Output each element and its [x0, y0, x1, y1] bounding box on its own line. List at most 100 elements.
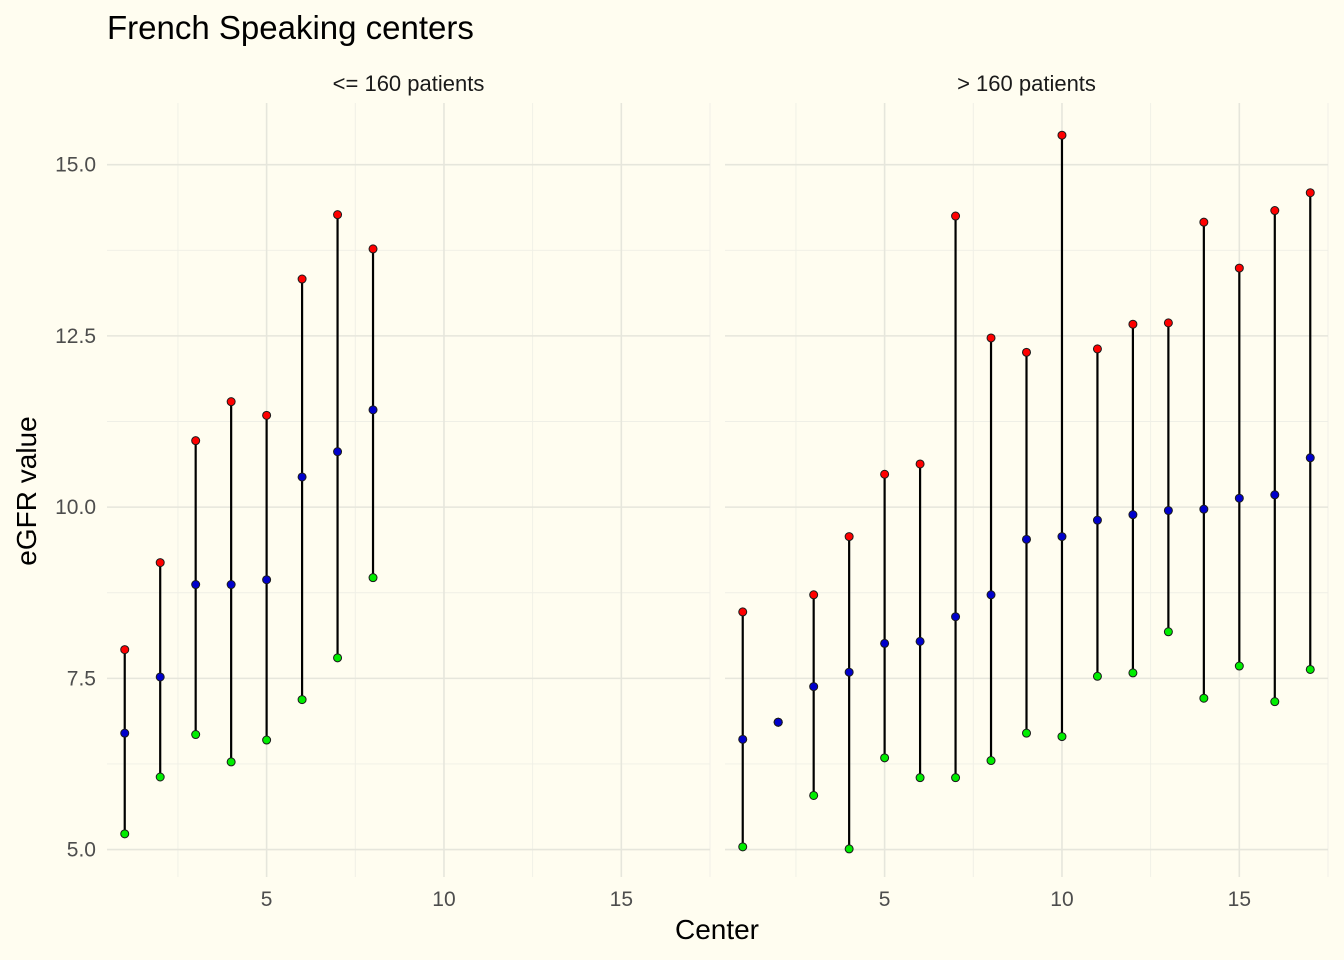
- min-point: [951, 773, 961, 783]
- min-point: [880, 753, 890, 763]
- center-8: [986, 333, 996, 766]
- center-1: [120, 645, 130, 839]
- mean-point: [915, 636, 925, 646]
- max-point: [951, 211, 961, 221]
- center-6: [297, 274, 307, 705]
- mean-point: [191, 580, 201, 590]
- min-point: [1022, 728, 1031, 738]
- center-12: [1128, 319, 1138, 678]
- mean-point: [155, 672, 165, 682]
- strip-label-left: <= 160 patients: [333, 71, 485, 96]
- max-point: [915, 459, 925, 469]
- min-point: [1092, 671, 1102, 681]
- x-tick-label: 15: [1228, 888, 1251, 911]
- min-point: [1163, 627, 1173, 637]
- min-point: [1057, 732, 1067, 742]
- max-point: [1270, 206, 1280, 216]
- mean-point: [1270, 490, 1280, 500]
- min-point: [368, 573, 378, 583]
- min-point: [738, 842, 748, 852]
- x-ticks-left: 5 10 15: [261, 888, 633, 911]
- center-6: [915, 459, 925, 783]
- mean-point: [297, 472, 307, 482]
- max-point: [1305, 188, 1315, 198]
- strip-label-right: > 160 patients: [957, 71, 1096, 96]
- x-tick-label: 10: [1050, 888, 1073, 911]
- grid-left: [107, 103, 711, 877]
- mean-point: [738, 734, 748, 744]
- center-7: [333, 210, 343, 663]
- min-point: [1305, 664, 1315, 674]
- center-17: [1305, 188, 1315, 674]
- x-ticks-right: 5 10 15: [879, 888, 1251, 911]
- mean-point: [1234, 493, 1244, 503]
- max-point: [155, 558, 165, 568]
- max-point: [368, 244, 378, 254]
- center-8: [368, 244, 378, 583]
- center-3: [191, 436, 201, 740]
- min-point: [1128, 668, 1138, 678]
- max-point: [880, 469, 890, 479]
- chart-title: French Speaking centers: [107, 9, 474, 46]
- max-point: [986, 333, 996, 343]
- x-tick-label: 5: [261, 888, 273, 911]
- mean-point: [120, 728, 130, 738]
- min-point: [120, 829, 130, 839]
- y-tick-label: 7.5: [67, 667, 96, 690]
- mean-point: [986, 590, 996, 600]
- center-13: [1163, 318, 1173, 637]
- mean-point: [844, 667, 854, 677]
- y-tick-label: 10.0: [55, 496, 96, 519]
- max-point: [1163, 318, 1173, 328]
- x-axis-title: Center: [675, 914, 759, 945]
- min-point: [1199, 693, 1209, 703]
- min-point: [333, 653, 343, 663]
- mean-point: [368, 405, 378, 415]
- center-2: [773, 717, 783, 727]
- max-point: [191, 436, 201, 446]
- panel-left: <= 160 patients 5 10 15: [107, 71, 711, 911]
- max-point: [844, 532, 854, 542]
- max-point: [1199, 217, 1209, 227]
- mean-point: [773, 717, 783, 727]
- center-1: [738, 607, 748, 852]
- mean-point: [880, 638, 890, 648]
- max-point: [297, 274, 307, 284]
- max-point: [1022, 347, 1031, 357]
- mean-point: [1305, 453, 1315, 463]
- marks-right: [738, 130, 1315, 854]
- mean-point: [262, 575, 272, 585]
- min-point: [1270, 697, 1280, 707]
- min-point: [155, 772, 165, 782]
- mean-point: [333, 447, 343, 457]
- max-point: [1092, 344, 1102, 354]
- min-point: [226, 757, 236, 767]
- x-tick-label: 5: [879, 888, 891, 911]
- center-3: [809, 590, 819, 800]
- max-point: [809, 590, 819, 600]
- x-tick-label: 10: [432, 888, 455, 911]
- max-point: [1234, 263, 1244, 273]
- min-point: [915, 773, 925, 783]
- mean-point: [1092, 515, 1102, 525]
- mean-point: [1199, 504, 1209, 514]
- panel-right: > 160 patients 5 10 15: [725, 71, 1329, 911]
- max-point: [262, 410, 272, 420]
- center-4: [226, 397, 236, 767]
- x-tick-label: 15: [610, 888, 633, 911]
- center-15: [1234, 263, 1244, 671]
- max-point: [333, 210, 343, 220]
- min-point: [262, 735, 272, 745]
- min-point: [191, 730, 201, 740]
- y-axis-title: eGFR value: [11, 416, 42, 565]
- max-point: [738, 607, 748, 617]
- max-point: [1057, 130, 1067, 140]
- center-16: [1270, 206, 1280, 707]
- center-11: [1092, 344, 1102, 681]
- center-14: [1199, 217, 1209, 703]
- center-5: [262, 410, 272, 745]
- mean-point: [951, 612, 961, 622]
- min-point: [844, 844, 854, 854]
- mean-point: [809, 682, 819, 692]
